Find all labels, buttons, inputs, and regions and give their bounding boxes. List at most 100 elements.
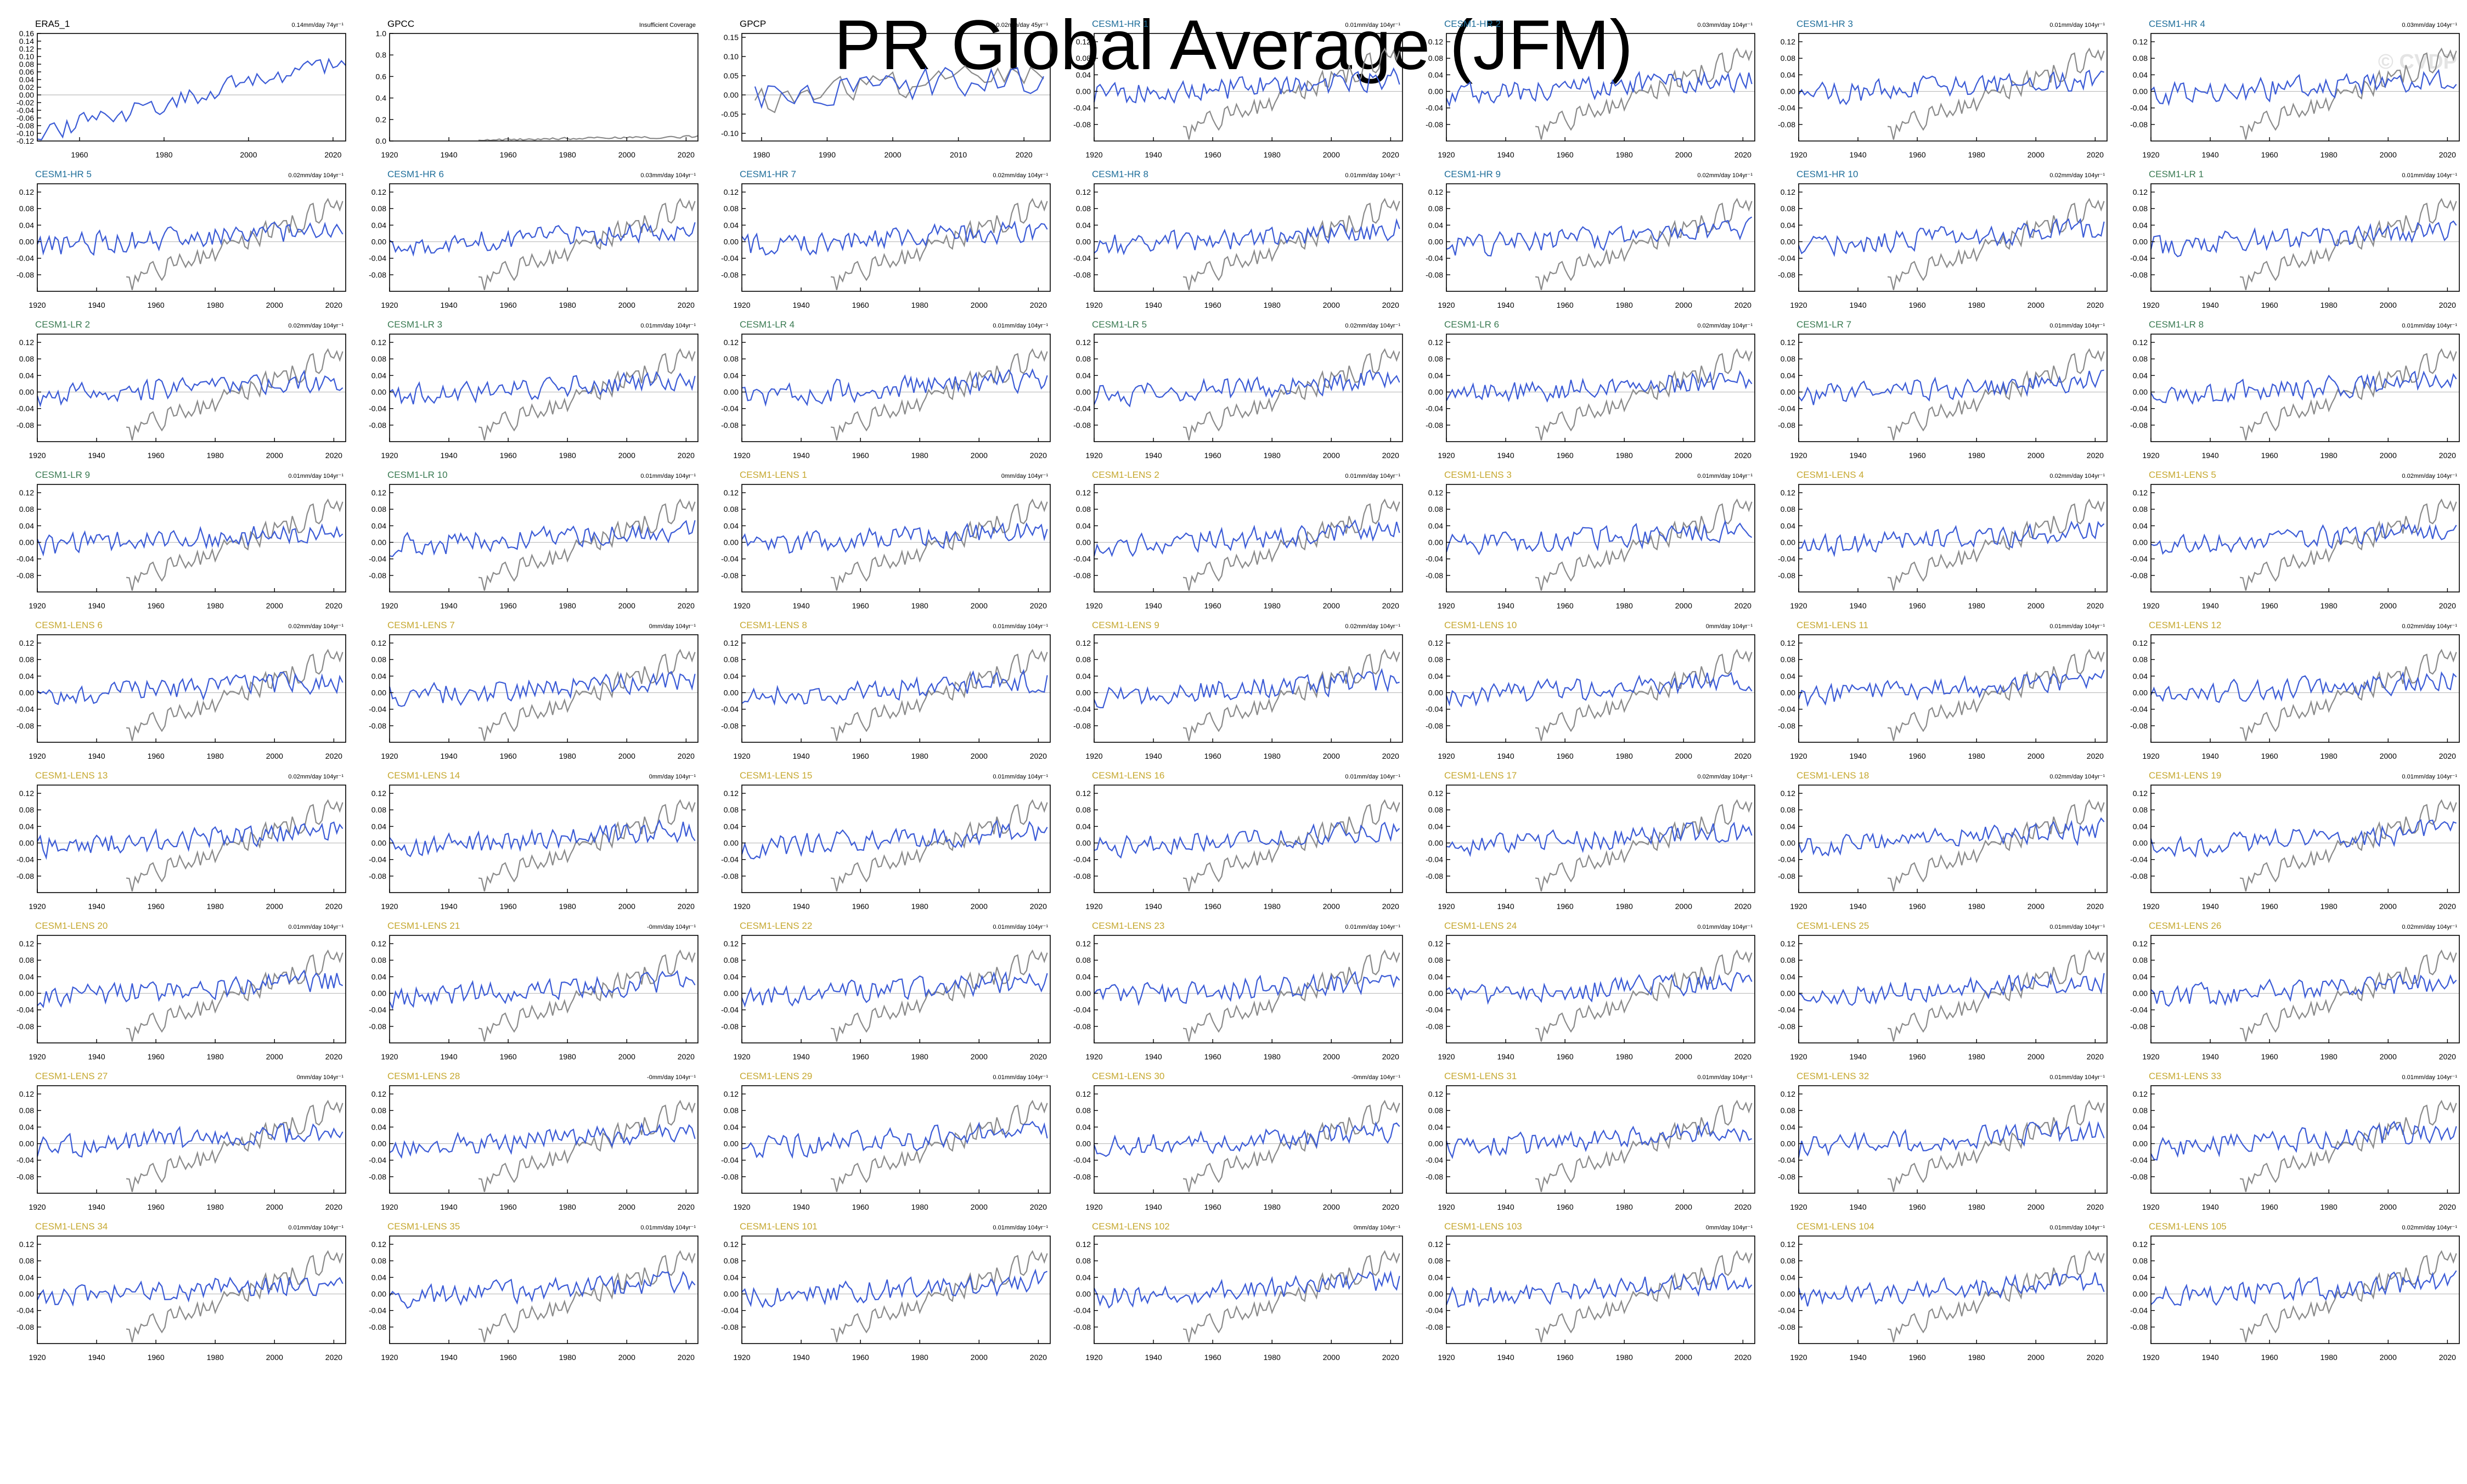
panel-title: CESM1-LENS 25 bbox=[1796, 921, 1869, 931]
x-tick-label: 1980 bbox=[2320, 752, 2338, 760]
x-tick-label: 1940 bbox=[88, 301, 105, 309]
plot-frame bbox=[389, 183, 699, 292]
panel-title: CESM1-LR 4 bbox=[740, 319, 795, 330]
y-tick-label: 0.04 bbox=[371, 672, 386, 680]
y-tick-label: 0.12 bbox=[19, 789, 34, 798]
x-tick-label: 1960 bbox=[148, 451, 165, 460]
panel-title: CESM1-HR 5 bbox=[35, 169, 92, 179]
y-tick-label: -0.08 bbox=[2130, 421, 2148, 430]
x-tick-label: 1920 bbox=[381, 1353, 398, 1362]
series-line bbox=[478, 198, 696, 290]
x-tick-label: 1920 bbox=[1438, 301, 1455, 309]
plot-frame bbox=[37, 634, 346, 743]
x-tick-label: 2020 bbox=[1382, 150, 1399, 159]
y-tick-label: -0.04 bbox=[1073, 104, 1091, 112]
x-tick-label: 2000 bbox=[618, 601, 635, 610]
y-tick-label: 0.12 bbox=[724, 188, 739, 196]
y-tick-label: 0.12 bbox=[371, 1090, 386, 1098]
x-tick-label: 1980 bbox=[2320, 301, 2338, 309]
x-tick-label: 1940 bbox=[88, 752, 105, 760]
x-tick-label: 1980 bbox=[911, 752, 928, 760]
y-tick-label: 0.12 bbox=[1428, 188, 1443, 196]
series-line bbox=[37, 969, 343, 1008]
x-tick-label: 1980 bbox=[559, 1353, 576, 1362]
x-tick-label: 1990 bbox=[819, 150, 836, 159]
y-tick-label: 0.00 bbox=[371, 839, 386, 848]
y-tick-label: 0.08 bbox=[19, 655, 34, 664]
y-tick-label: 0.00 bbox=[2133, 1290, 2148, 1299]
x-tick-label: 1960 bbox=[148, 1353, 165, 1362]
y-tick-label: 0.15 bbox=[724, 33, 739, 42]
y-tick-label: 0.04 bbox=[371, 1273, 386, 1282]
x-tick-label: 2000 bbox=[618, 902, 635, 911]
plot-frame bbox=[1798, 484, 2108, 593]
trend-label: 0.01mm/day 104yr⁻¹ bbox=[2049, 323, 2105, 329]
x-tick-label: 1960 bbox=[2261, 1203, 2278, 1211]
plot-frame bbox=[389, 334, 699, 442]
y-tick-label: 0.00 bbox=[2133, 839, 2148, 848]
plot-frame bbox=[389, 33, 699, 142]
chart-panel: CESM1-LENS 17 0.02mm/day 104yr⁻¹ 0.12 0.08 0… bbox=[1426, 770, 1755, 911]
x-tick-label: 1960 bbox=[852, 1203, 869, 1211]
plot-frame bbox=[389, 484, 699, 593]
x-tick-label: 1960 bbox=[148, 1052, 165, 1061]
y-tick-label: 0.08 bbox=[1076, 1106, 1091, 1115]
chart-panel: CESM1-LENS 7 0mm/day 104yr⁻¹ 0.12 0.08 0.04 0… bbox=[369, 620, 699, 760]
y-tick-label: 0.04 bbox=[724, 972, 739, 981]
x-tick-label: 1980 bbox=[207, 902, 224, 911]
x-tick-label: 1920 bbox=[1438, 902, 1455, 911]
y-tick-label: 0.00 bbox=[1428, 538, 1443, 547]
plot-frame bbox=[1094, 634, 1403, 743]
x-tick-label: 2000 bbox=[971, 1353, 988, 1362]
y-tick-label: -0.04 bbox=[721, 1306, 739, 1315]
panel-title: CESM1-HR 8 bbox=[1092, 169, 1148, 179]
x-tick-label: 1960 bbox=[2261, 150, 2278, 159]
trend-label: 0.01mm/day 104yr⁻¹ bbox=[993, 1074, 1048, 1081]
trend-label: 0.01mm/day 104yr⁻¹ bbox=[2402, 774, 2457, 780]
y-tick-label: 0.04 bbox=[2133, 1273, 2148, 1282]
x-tick-label: 1940 bbox=[792, 1353, 809, 1362]
x-tick-label: 2000 bbox=[2027, 451, 2044, 460]
y-tick-label: 0.04 bbox=[2133, 1122, 2148, 1131]
x-tick-label: 1980 bbox=[2320, 1203, 2338, 1211]
x-tick-label: 1980 bbox=[911, 902, 928, 911]
x-tick-label: 1980 bbox=[2320, 451, 2338, 460]
series-line bbox=[1445, 519, 1753, 556]
series-line bbox=[830, 799, 1048, 891]
series-line bbox=[830, 198, 1048, 290]
panel-title: CESM1-LR 1 bbox=[2149, 169, 2204, 179]
x-tick-label: 1920 bbox=[1085, 451, 1102, 460]
y-tick-label: 0.08 bbox=[724, 805, 739, 814]
series-line bbox=[389, 1122, 696, 1159]
series-line bbox=[1182, 498, 1400, 591]
panel-title: CESM1-LENS 17 bbox=[1444, 770, 1517, 781]
x-tick-label: 1920 bbox=[1085, 752, 1102, 760]
x-tick-label: 1980 bbox=[207, 1052, 224, 1061]
x-tick-label: 1940 bbox=[440, 1353, 457, 1362]
series-line bbox=[478, 498, 696, 591]
y-tick-label: -0.08 bbox=[1778, 1022, 1795, 1031]
x-tick-label: 1980 bbox=[207, 752, 224, 760]
trend-label: 0.01mm/day 104yr⁻¹ bbox=[1345, 924, 1400, 930]
x-tick-label: 1960 bbox=[1557, 902, 1574, 911]
plot-frame bbox=[1446, 33, 1755, 142]
panel-title: CESM1-LENS 101 bbox=[740, 1221, 818, 1232]
x-tick-label: 1940 bbox=[1497, 902, 1514, 911]
x-tick-label: 1980 bbox=[1968, 752, 1985, 760]
x-tick-label: 1940 bbox=[2201, 451, 2218, 460]
x-tick-label: 2000 bbox=[1323, 1203, 1340, 1211]
x-tick-label: 2000 bbox=[618, 150, 635, 159]
trend-label: 0.02mm/day 104yr⁻¹ bbox=[288, 172, 343, 179]
x-tick-label: 1920 bbox=[1438, 752, 1455, 760]
chart-panel: CESM1-LENS 25 0.01mm/day 104yr⁻¹ 0.12 0.08 0… bbox=[1778, 921, 2108, 1061]
chart-panel: CESM1-HR 4 0.03mm/day 104yr⁻¹ 0.12 0.08 0.04… bbox=[2130, 19, 2460, 159]
x-tick-label: 2020 bbox=[678, 1052, 695, 1061]
y-tick-label: -0.04 bbox=[1073, 1306, 1091, 1315]
trend-label: 0.01mm/day 104yr⁻¹ bbox=[2402, 1074, 2457, 1081]
y-tick-label: 0.00 bbox=[1076, 1290, 1091, 1299]
trend-label: 0.01mm/day 104yr⁻¹ bbox=[993, 623, 1048, 630]
y-tick-label: 0.04 bbox=[1076, 70, 1091, 79]
x-tick-label: 2000 bbox=[1675, 1052, 1692, 1061]
y-tick-label: 0.12 bbox=[1781, 639, 1795, 647]
panel-title: CESM1-LENS 34 bbox=[35, 1221, 108, 1232]
